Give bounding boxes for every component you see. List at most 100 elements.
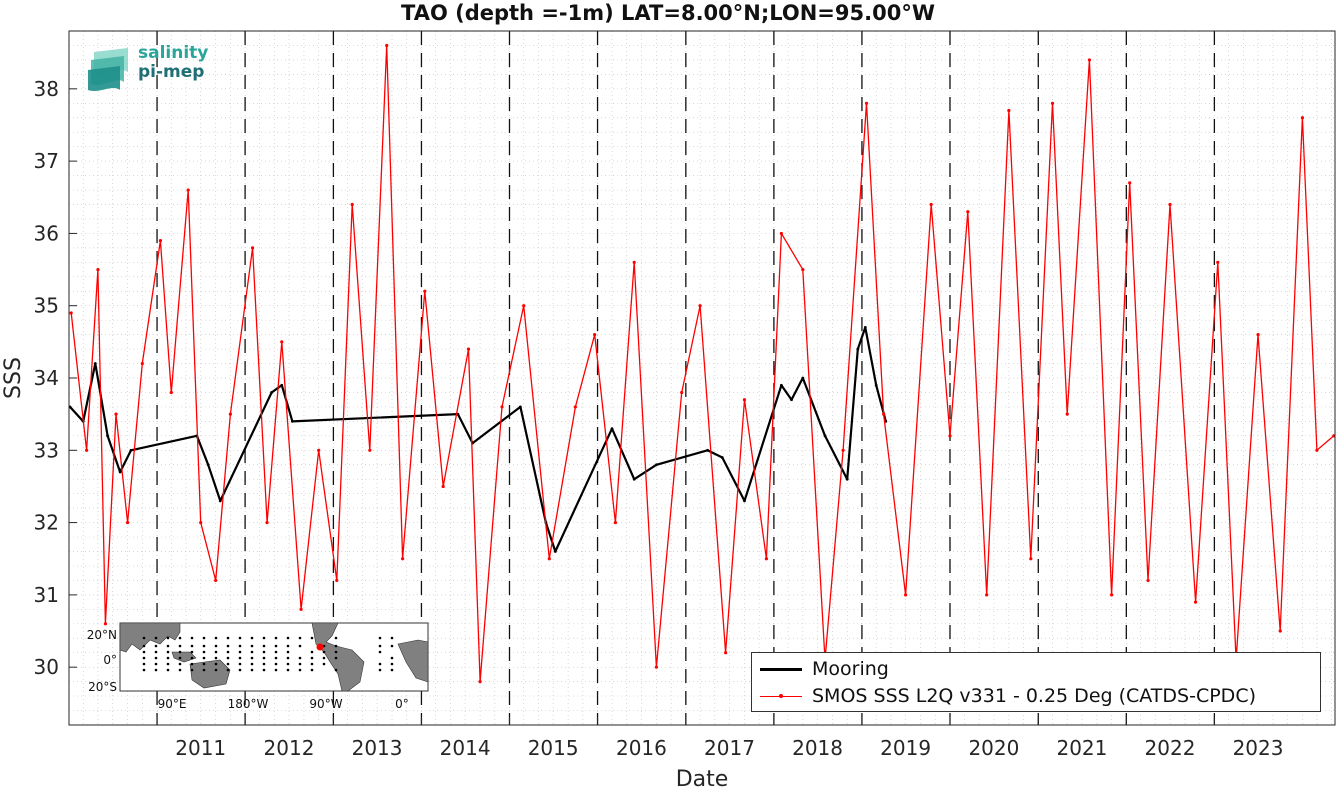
station-dot bbox=[190, 650, 194, 654]
inset-lon-label-2: 180°W bbox=[228, 697, 269, 711]
station-dot bbox=[334, 644, 338, 648]
smos-point bbox=[500, 405, 504, 409]
chart-title: TAO (depth =-1m) LAT=8.00°N;LON=95.00°W bbox=[401, 1, 935, 25]
legend-label-smos: SMOS SSS L2Q v331 - 0.25 Deg (CATDS-CPDC… bbox=[812, 685, 1256, 707]
selected-station-marker bbox=[316, 643, 324, 651]
station-dot bbox=[274, 662, 278, 666]
station-dot bbox=[142, 650, 146, 654]
station-dot bbox=[142, 644, 146, 648]
mooring-point bbox=[655, 463, 658, 467]
legend-swatch-mooring bbox=[760, 667, 802, 671]
smos-point bbox=[929, 202, 933, 207]
smos-point bbox=[764, 557, 769, 561]
station-dot bbox=[166, 656, 170, 660]
station-dot bbox=[262, 644, 266, 648]
mooring-point bbox=[743, 499, 746, 503]
smos-point bbox=[1029, 557, 1033, 561]
station-dot bbox=[250, 636, 254, 640]
station-dot bbox=[154, 662, 158, 666]
station-dot bbox=[214, 662, 218, 666]
smos-point bbox=[680, 390, 684, 395]
mooring-point bbox=[290, 419, 294, 423]
y-tick-label: 38 bbox=[34, 77, 59, 101]
x-tick-label: 2023 bbox=[1233, 736, 1284, 760]
x-tick-label: 2022 bbox=[1145, 736, 1196, 760]
station-dot bbox=[274, 668, 278, 672]
mooring-point bbox=[720, 456, 724, 459]
smos-point bbox=[199, 520, 203, 525]
station-dot bbox=[334, 636, 338, 640]
station-dot bbox=[390, 644, 394, 648]
smos-point bbox=[1256, 333, 1260, 337]
station-dot bbox=[238, 644, 242, 648]
smos-point bbox=[228, 412, 232, 416]
smos-point bbox=[1168, 202, 1172, 207]
station-dot bbox=[262, 668, 266, 672]
station-dot bbox=[390, 668, 394, 672]
smos-point bbox=[547, 557, 551, 561]
mooring-point bbox=[118, 470, 122, 474]
mooring-point bbox=[610, 427, 614, 431]
station-dot bbox=[298, 656, 302, 660]
station-dot bbox=[238, 650, 242, 654]
station-dot bbox=[286, 668, 290, 672]
x-tick-label: 2019 bbox=[880, 736, 931, 760]
station-dot bbox=[286, 636, 290, 640]
station-dot bbox=[238, 662, 242, 666]
station-dot bbox=[226, 644, 230, 648]
series-layer bbox=[68, 43, 1336, 684]
smos-point bbox=[573, 405, 577, 409]
station-dot bbox=[226, 636, 230, 640]
y-tick-label: 35 bbox=[34, 294, 59, 318]
smos-point bbox=[69, 311, 73, 315]
legend-item-smos: SMOS SSS L2Q v331 - 0.25 Deg (CATDS-CPDC… bbox=[760, 683, 1256, 709]
station-dot bbox=[322, 662, 326, 666]
station-dot bbox=[298, 644, 302, 648]
station-dot bbox=[154, 644, 158, 648]
station-dot bbox=[378, 662, 382, 666]
mooring-point bbox=[553, 550, 557, 553]
station-dot bbox=[378, 668, 382, 672]
landmass-australia bbox=[189, 659, 231, 689]
y-tick-label: 34 bbox=[34, 366, 59, 390]
inset-lat-label-1: 20°N bbox=[87, 628, 117, 642]
station-dot bbox=[178, 644, 182, 648]
mooring-point bbox=[845, 477, 849, 481]
ticks: 2011 2012 2013 2014 2015 2016 2017 2018 2019 2020… bbox=[34, 77, 1284, 760]
smos-point bbox=[1007, 108, 1011, 113]
x-tick-label: 2016 bbox=[616, 736, 667, 760]
smos-point bbox=[335, 578, 339, 583]
smos-point bbox=[742, 398, 747, 402]
y-tick-label: 33 bbox=[34, 438, 59, 462]
y-axis-label: SSS bbox=[1, 357, 26, 399]
station-dot bbox=[250, 644, 254, 648]
smos-point bbox=[126, 520, 130, 525]
station-dot bbox=[178, 662, 182, 666]
x-tick-label: 2011 bbox=[175, 736, 226, 760]
station-dot bbox=[298, 668, 302, 672]
station-dot bbox=[202, 656, 206, 660]
smos-point bbox=[882, 412, 886, 416]
station-dot bbox=[190, 644, 194, 648]
station-dot bbox=[274, 656, 278, 660]
station-dot bbox=[226, 650, 230, 654]
station-dot bbox=[166, 644, 170, 648]
mooring-point bbox=[632, 477, 636, 481]
smos-point bbox=[1278, 629, 1282, 633]
x-tick-label: 2017 bbox=[704, 736, 755, 760]
smos-point bbox=[904, 593, 908, 597]
station-dot bbox=[310, 656, 314, 660]
mooring-stations bbox=[142, 636, 394, 672]
inset-lat-label-2: 0° bbox=[103, 653, 117, 667]
smos-point bbox=[423, 289, 427, 293]
mooring-point bbox=[863, 325, 867, 329]
y-tick-label: 36 bbox=[34, 221, 59, 245]
x-tick-label: 2021 bbox=[1056, 736, 1107, 760]
landmass-africa bbox=[397, 639, 429, 683]
station-dot bbox=[262, 662, 266, 666]
mooring-point bbox=[206, 463, 210, 467]
mooring-point bbox=[790, 398, 793, 402]
grid bbox=[68, 30, 1335, 726]
inset-lon-label-3: 90°W bbox=[309, 697, 342, 711]
inset-map: 20°N 0° 20°S 90°E 180°W 90°W 0° bbox=[87, 622, 429, 711]
